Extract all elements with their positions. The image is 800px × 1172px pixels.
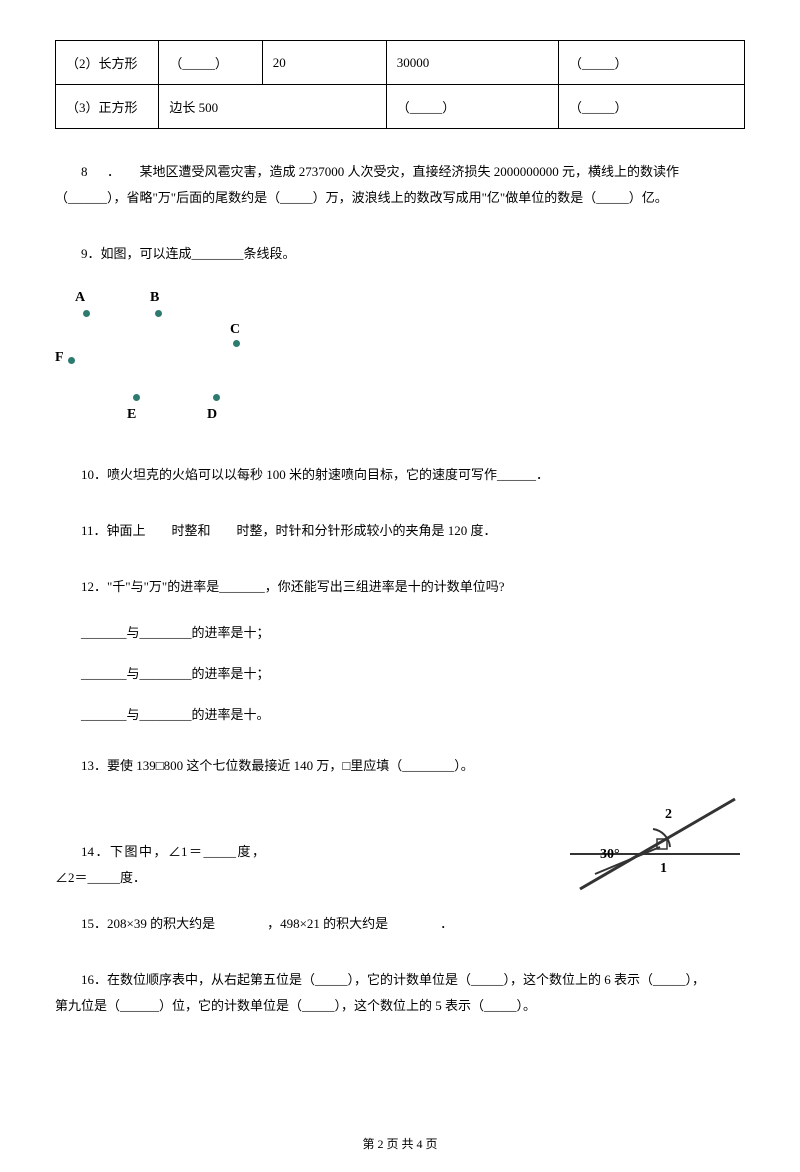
question-14: 14．下图中，∠1＝_____度，∠2＝_____度． (55, 839, 265, 899)
cell: 30000 (386, 41, 558, 85)
label-c: C (230, 322, 240, 338)
dot-c (233, 340, 240, 347)
cell: （3）正方形 (56, 85, 159, 129)
question-16: 16．在数位顺序表中，从右起第五位是（_____），它的计数单位是（_____）… (55, 967, 745, 993)
page-footer: 第 2 页 共 4 页 (0, 1135, 800, 1152)
q14-wrapper: 14．下图中，∠1＝_____度，∠2＝_____度． 30° 2 1 (55, 779, 745, 899)
dot-b (155, 310, 162, 317)
question-15: 15．208×39 的积大约是 ，498×21 的积大约是 ． (55, 911, 745, 937)
table-row: （2）长方形 （_____） 20 30000 （_____） (56, 41, 745, 85)
table-row: （3）正方形 边长 500 （_____） （_____） (56, 85, 745, 129)
label-b: B (150, 290, 159, 306)
cell: （_____） (558, 85, 744, 129)
cell: （_____） (558, 41, 744, 85)
data-table: （2）长方形 （_____） 20 30000 （_____） （3）正方形 边… (55, 40, 745, 129)
question-9: 9．如图，可以连成________条线段。 (55, 241, 745, 267)
angle-diagram: 30° 2 1 (565, 779, 745, 899)
angle-2: 2 (665, 807, 672, 823)
q12-line3: _______与________的进率是十。 (55, 704, 745, 723)
label-a: A (75, 290, 85, 306)
q8-num: 8 (81, 164, 88, 179)
question-10: 10．喷火坦克的火焰可以以每秒 100 米的射速喷向目标，它的速度可写作____… (55, 462, 745, 488)
q8-text1: 某地区遭受风雹灾害，造成 2737000 人次受灾，直接经济损失 2000000… (140, 164, 680, 179)
q8-dot: ． (107, 164, 120, 179)
dot-a (83, 310, 90, 317)
points-diagram: A B C F E D (55, 282, 275, 432)
cell: （_____） (386, 85, 558, 129)
question-12: 12．"千"与"万"的进率是_______，你还能写出三组进率是十的计数单位吗? (55, 574, 745, 600)
q16-line2: 第九位是（______）位，它的计数单位是（_____），这个数位上的 5 表示… (55, 993, 745, 1019)
q12-line2: _______与________的进率是十； (55, 663, 745, 682)
label-d: D (207, 407, 217, 423)
question-8: 8 ． 某地区遭受风雹灾害，造成 2737000 人次受灾，直接经济损失 200… (55, 159, 745, 185)
dot-f (68, 357, 75, 364)
angle-1: 1 (660, 861, 667, 877)
question-13: 13．要使 139□800 这个七位数最接近 140 万，□里应填（______… (55, 753, 745, 779)
q8-line2: （______），省略"万"后面的尾数约是（_____）万，波浪线上的数改写成用… (55, 185, 745, 211)
question-11: 11．钟面上 时整和 时整，时针和分针形成较小的夹角是 120 度． (55, 518, 745, 544)
cell: （_____） (159, 41, 262, 85)
cell: （2）长方形 (56, 41, 159, 85)
cell: 边长 500 (159, 85, 386, 129)
label-f: F (55, 350, 64, 366)
dot-d (213, 394, 220, 401)
angle-30: 30° (600, 847, 620, 863)
angle-svg (565, 779, 745, 899)
label-e: E (127, 407, 136, 423)
q12-line1: _______与________的进率是十； (55, 622, 745, 641)
dot-e (133, 394, 140, 401)
cell: 20 (262, 41, 386, 85)
